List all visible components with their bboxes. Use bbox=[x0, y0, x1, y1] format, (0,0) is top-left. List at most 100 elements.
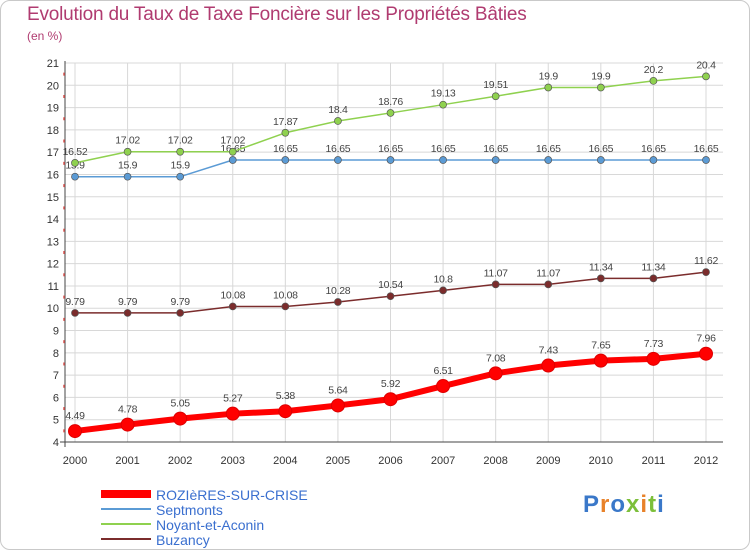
data-label: 17.02 bbox=[168, 135, 193, 147]
data-label: 11.62 bbox=[694, 255, 718, 267]
data-point bbox=[491, 156, 500, 164]
y-tick-label: 6 bbox=[53, 392, 59, 404]
y-tick-label: 14 bbox=[47, 214, 59, 226]
data-point bbox=[541, 358, 556, 373]
data-label: 20.2 bbox=[644, 64, 664, 76]
data-label: 16.52 bbox=[63, 146, 88, 158]
data-label: 7.43 bbox=[539, 345, 559, 357]
y-tick-label: 18 bbox=[47, 125, 59, 137]
data-point bbox=[173, 411, 188, 426]
data-point bbox=[702, 268, 710, 276]
x-tick-label: 2005 bbox=[326, 455, 350, 467]
data-point bbox=[436, 379, 451, 394]
data-point bbox=[544, 156, 553, 164]
data-label: 10.8 bbox=[433, 273, 453, 285]
data-label: 10.08 bbox=[273, 289, 298, 301]
y-tick-label: 15 bbox=[47, 192, 59, 204]
y-tick-label: 4 bbox=[53, 437, 59, 449]
x-tick-label: 2009 bbox=[536, 455, 560, 467]
data-label: 15.9 bbox=[171, 160, 191, 172]
data-point bbox=[334, 117, 342, 125]
data-label: 16.65 bbox=[273, 143, 298, 155]
x-tick-label: 2000 bbox=[63, 455, 87, 467]
data-label: 17.02 bbox=[115, 135, 140, 147]
y-tick-label: 12 bbox=[47, 259, 59, 271]
data-label: 7.65 bbox=[591, 340, 611, 352]
data-label: 16.65 bbox=[431, 143, 456, 155]
logo-letter: P bbox=[583, 491, 601, 518]
legend-label-rozieres: ROZIèRES-SUR-CRISE bbox=[156, 487, 308, 503]
data-label: 16.65 bbox=[588, 143, 613, 155]
logo-letter: r bbox=[600, 491, 611, 518]
data-label: 9.79 bbox=[171, 296, 191, 308]
x-tick-label: 2012 bbox=[694, 455, 718, 467]
data-label: 16.65 bbox=[326, 143, 351, 155]
x-tick-label: 2004 bbox=[273, 455, 297, 467]
data-label: 5.64 bbox=[328, 384, 348, 396]
y-tick-label: 17 bbox=[47, 147, 59, 159]
data-label: 5.92 bbox=[381, 378, 401, 390]
data-point bbox=[593, 353, 608, 368]
data-label: 19.9 bbox=[539, 71, 559, 83]
data-point bbox=[596, 83, 605, 92]
data-point bbox=[699, 346, 713, 361]
data-label: 19.13 bbox=[431, 88, 456, 100]
data-point bbox=[68, 424, 82, 439]
data-point bbox=[439, 286, 447, 295]
data-point bbox=[386, 292, 395, 301]
x-tick-label: 2011 bbox=[642, 455, 666, 467]
data-point bbox=[439, 156, 447, 164]
data-point bbox=[228, 156, 237, 164]
data-label: 9.79 bbox=[65, 296, 85, 308]
data-label: 17.02 bbox=[220, 135, 245, 147]
data-label: 5.38 bbox=[276, 390, 296, 402]
y-tick-label: 20 bbox=[47, 80, 59, 92]
x-tick-label: 2003 bbox=[221, 455, 245, 467]
y-tick-label: 8 bbox=[53, 348, 59, 360]
data-point bbox=[334, 298, 342, 306]
data-label: 5.05 bbox=[171, 398, 191, 410]
x-tick-label: 2007 bbox=[431, 455, 455, 467]
data-point bbox=[123, 172, 132, 181]
chart-title: Evolution du Taux de Taxe Foncière sur l… bbox=[27, 4, 527, 25]
logo-letter: i bbox=[657, 491, 665, 518]
data-label: 4.78 bbox=[118, 404, 138, 416]
data-label: 16.65 bbox=[378, 143, 403, 155]
data-point bbox=[488, 366, 503, 381]
data-point bbox=[386, 156, 395, 164]
data-label: 10.54 bbox=[378, 279, 403, 291]
y-tick-label: 5 bbox=[53, 415, 59, 427]
data-point bbox=[491, 92, 500, 101]
y-tick-label: 10 bbox=[47, 303, 59, 315]
y-tick-label: 9 bbox=[53, 326, 59, 338]
data-point bbox=[228, 147, 237, 156]
legend-label-septmonts: Septmonts bbox=[156, 502, 223, 518]
y-tick-label: 21 bbox=[47, 58, 59, 70]
data-label: 11.34 bbox=[641, 261, 665, 273]
data-point bbox=[646, 351, 661, 366]
data-point bbox=[330, 398, 345, 413]
y-tick-label: 19 bbox=[47, 103, 59, 115]
y-tick-label: 13 bbox=[47, 236, 59, 248]
data-label: 16.65 bbox=[483, 143, 508, 155]
data-label: 16.65 bbox=[641, 143, 666, 155]
data-point bbox=[596, 156, 605, 164]
unit-label: (en %) bbox=[27, 29, 63, 43]
data-label: 17.87 bbox=[273, 116, 298, 128]
data-label: 5.27 bbox=[223, 393, 243, 405]
logo-letter: o bbox=[610, 491, 627, 518]
data-label: 7.08 bbox=[486, 352, 506, 364]
logo-letter: t bbox=[648, 491, 658, 518]
y-tick-label: 7 bbox=[53, 370, 59, 382]
data-label: 18.76 bbox=[378, 96, 403, 108]
data-point bbox=[176, 309, 185, 317]
data-label: 10.28 bbox=[326, 285, 351, 297]
data-point bbox=[120, 417, 135, 432]
legend-label-noyant: Noyant-et-Aconin bbox=[156, 517, 265, 533]
data-point bbox=[702, 156, 710, 164]
data-label: 7.96 bbox=[696, 333, 716, 345]
data-point bbox=[71, 159, 79, 167]
data-label: 10.08 bbox=[220, 289, 245, 301]
data-point bbox=[596, 274, 605, 283]
